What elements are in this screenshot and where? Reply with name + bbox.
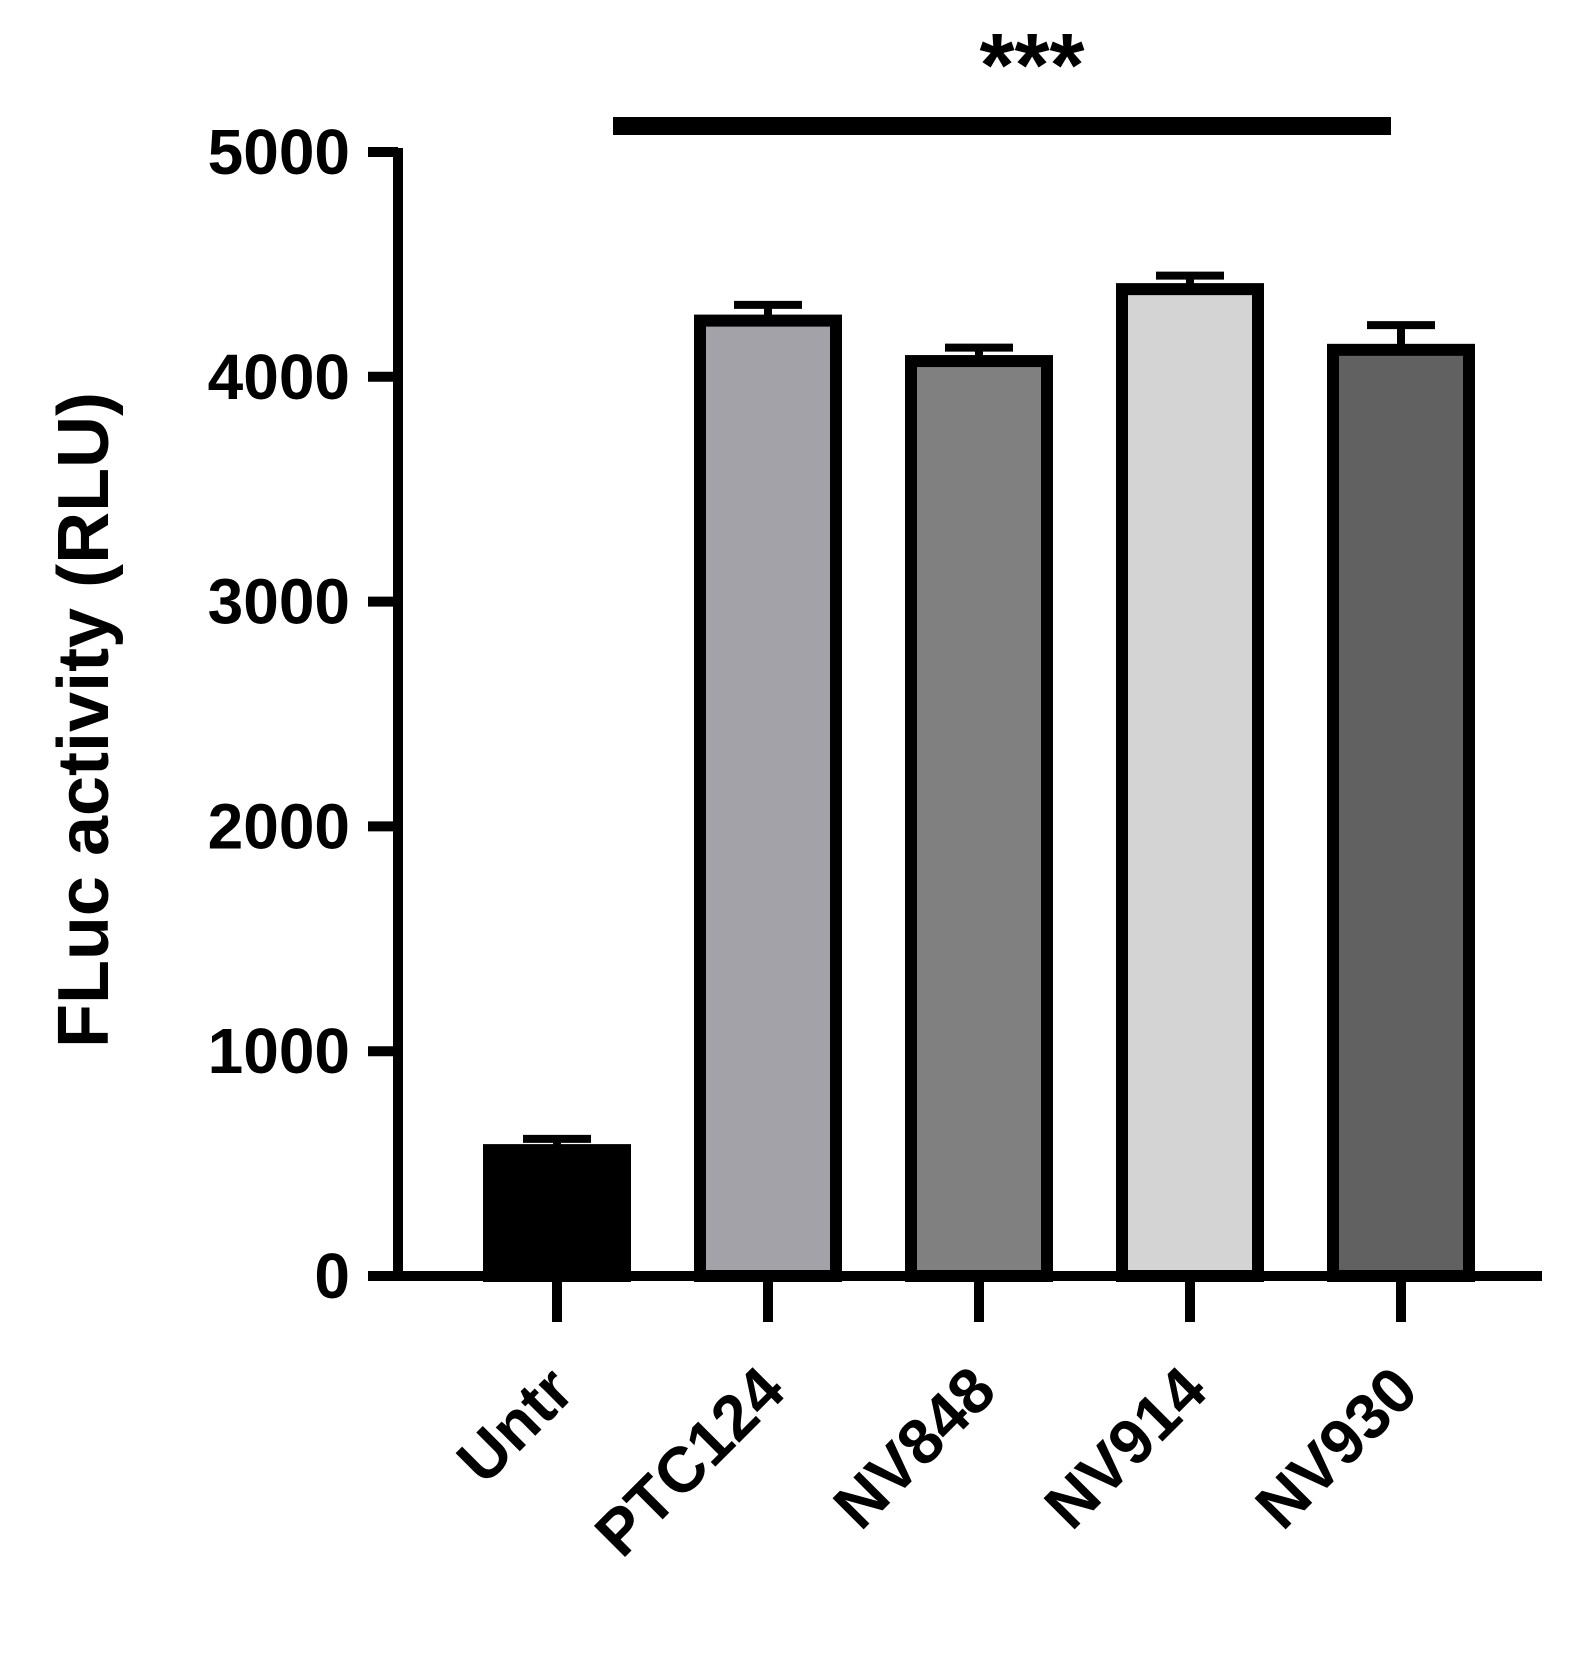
bar	[1116, 283, 1264, 1282]
bars	[483, 283, 1475, 1283]
y-tick-label: 3000	[208, 566, 350, 638]
bar	[905, 355, 1053, 1282]
x-tick-label: Untr	[443, 1353, 587, 1497]
significance-annotation: ***	[613, 16, 1391, 135]
y-tick-label: 1000	[208, 1015, 350, 1087]
y-tick-label: 5000	[208, 116, 350, 188]
x-tick-label: NV848	[820, 1353, 1009, 1542]
x-tick-label: PTC124	[581, 1353, 798, 1570]
x-tick-label: NV914	[1031, 1353, 1221, 1543]
y-tick-label: 2000	[208, 790, 350, 862]
bar	[694, 314, 842, 1283]
bar	[1327, 343, 1475, 1283]
bar	[483, 1144, 631, 1283]
error-bars	[523, 271, 1435, 1151]
y-axis: 0 1000 2000 3000 4000 5000	[208, 116, 403, 1312]
significance-label: ***	[979, 16, 1084, 116]
y-tick-label: 0	[314, 1240, 350, 1312]
y-tick-label: 4000	[208, 341, 350, 413]
x-tick-label: NV930	[1242, 1353, 1431, 1542]
y-axis-title: FLuc activity (RLU)	[44, 392, 124, 1048]
